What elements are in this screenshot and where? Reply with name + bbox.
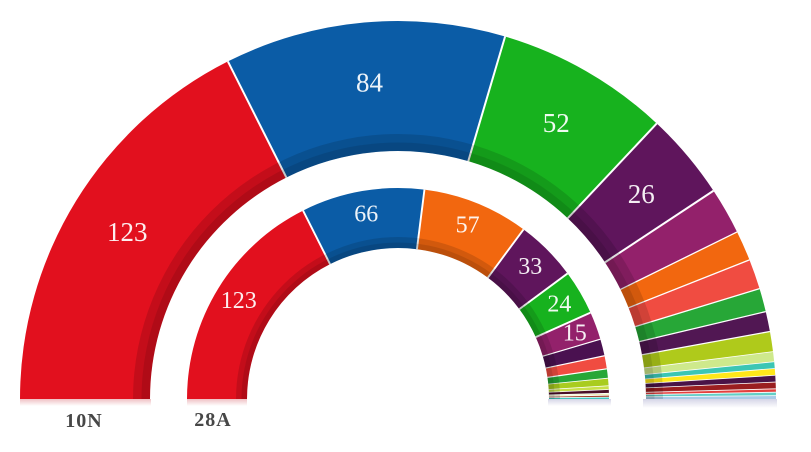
svg-text:24: 24 bbox=[547, 292, 571, 318]
svg-text:26: 26 bbox=[628, 179, 655, 209]
svg-text:84: 84 bbox=[356, 67, 384, 97]
svg-text:15: 15 bbox=[563, 321, 587, 347]
svg-text:52: 52 bbox=[543, 108, 570, 138]
svg-text:57: 57 bbox=[456, 212, 480, 238]
svg-text:66: 66 bbox=[354, 202, 378, 228]
svg-text:33: 33 bbox=[518, 254, 542, 280]
svg-text:123: 123 bbox=[107, 217, 148, 247]
svg-text:123: 123 bbox=[221, 288, 257, 314]
svg-text:10N: 10N bbox=[65, 410, 102, 432]
svg-text:28A: 28A bbox=[194, 409, 231, 431]
